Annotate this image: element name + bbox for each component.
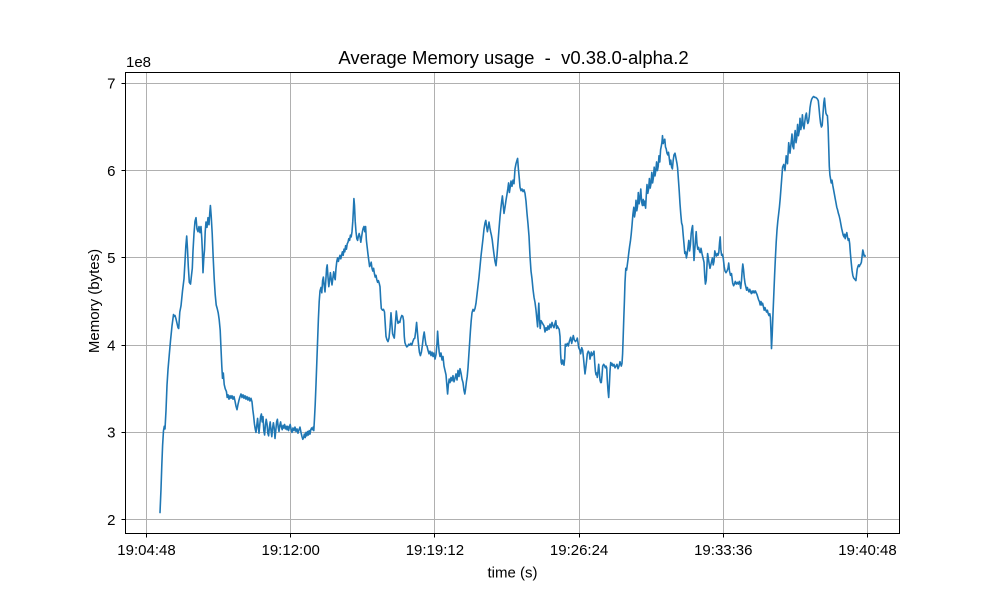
svg-text:19:04:48: 19:04:48 [117,542,175,559]
svg-text:4: 4 [107,337,115,354]
svg-text:19:26:24: 19:26:24 [550,542,608,559]
svg-text:Average Memory usage - v0.38: Average Memory usage - v0.38.0-alpha.2 [338,47,688,68]
svg-text:time (s): time (s) [488,565,538,582]
svg-text:Memory (bytes): Memory (bytes) [86,249,103,353]
svg-text:5: 5 [107,250,115,267]
svg-text:19:40:48: 19:40:48 [838,542,896,559]
svg-text:6: 6 [107,163,115,180]
svg-text:3: 3 [107,425,115,442]
svg-text:7: 7 [107,76,115,93]
svg-text:2: 2 [107,512,115,529]
svg-text:19:33:36: 19:33:36 [694,542,752,559]
svg-text:19:12:00: 19:12:00 [262,542,320,559]
svg-text:1e8: 1e8 [126,54,151,71]
svg-text:19:19:12: 19:19:12 [406,542,464,559]
